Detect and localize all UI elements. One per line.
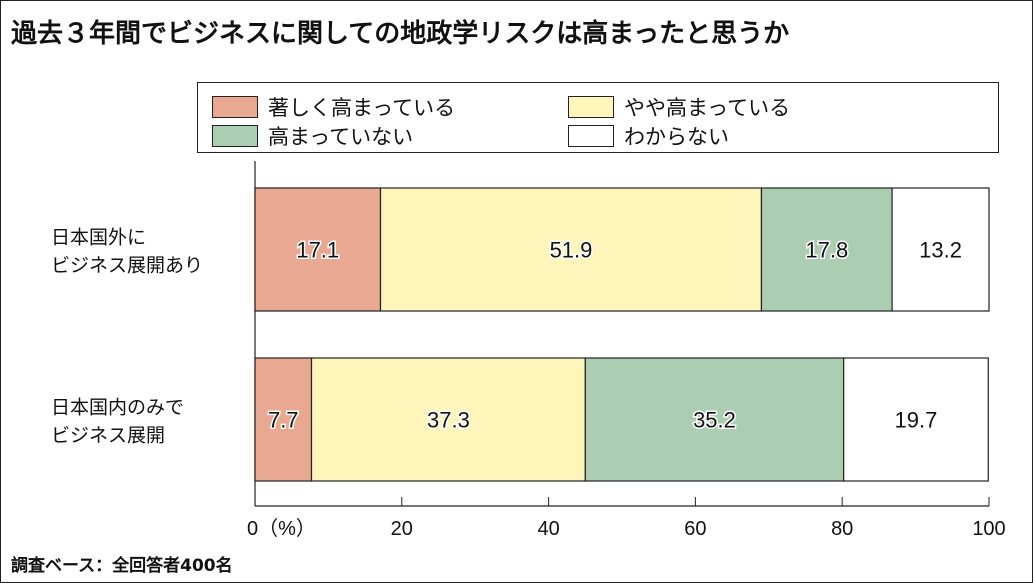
data-label: 13.2 [919,238,962,263]
bar-segment [760,187,893,312]
x-tick-label: 0（%） [247,517,316,540]
data-label: 35.2 [693,408,736,433]
legend-label: やや高まっている [624,96,791,120]
data-label: 17.8 [805,238,848,263]
category-label: ビジネス展開あり [51,255,203,277]
data-label: 17.1 [296,238,339,263]
legend-item: やや高まっている [568,92,790,122]
bar-segment [310,357,586,482]
legend-swatch [212,125,258,147]
legend-label: 高まっていない [268,125,414,149]
legend-item: わからない [568,121,729,151]
legend: 著しく高まっている やや高まっている 高まっていない わからない [197,82,999,153]
x-tick-label: 60 [684,518,706,540]
legend-item: 著しく高まっている [212,92,455,122]
survey-note: 調査ベース：全回答者400名 [11,556,233,576]
data-label: 51.9 [550,238,593,263]
bar-segment [584,357,845,482]
legend-label: わからない [624,125,729,149]
legend-swatch [212,96,258,118]
x-tick-label: 80 [831,518,853,540]
bar-segment [843,357,989,482]
category-label: 日本国内のみで [51,397,184,419]
bar-segment [379,187,763,312]
data-label: 19.7 [895,408,938,433]
x-tick-label: 100 [972,518,1005,540]
x-tick-label: 20 [391,518,413,540]
legend-label: 著しく高まっている [268,96,456,120]
legend-swatch [568,96,614,118]
legend-item: 高まっていない [212,121,413,151]
bar-segment [254,187,382,312]
bar-segment [254,357,313,482]
data-label: 7.7 [268,408,299,433]
data-label: 37.3 [427,408,470,433]
category-label: 日本国外に [51,227,146,249]
bar-segment [891,187,990,312]
category-label: ビジネス展開 [51,425,165,447]
legend-swatch [568,125,614,147]
chart-title: 過去３年間でビジネスに関しての地政学リスクは高まったと思うか [11,19,790,49]
x-tick-label: 40 [537,518,559,540]
